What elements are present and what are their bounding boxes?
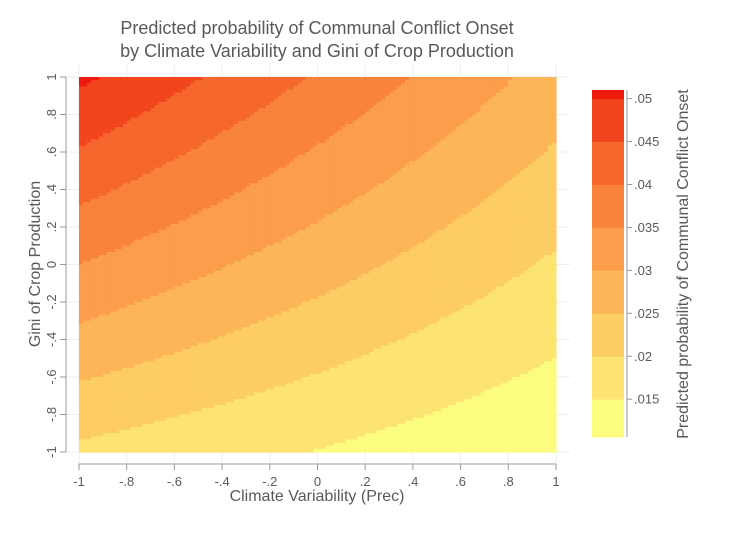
chart-title-line-1: Predicted probability of Communal Confli… — [120, 18, 513, 38]
chart-title-line-2: by Climate Variability and Gini of Crop … — [120, 41, 514, 61]
contour-plot-area — [79, 77, 557, 453]
